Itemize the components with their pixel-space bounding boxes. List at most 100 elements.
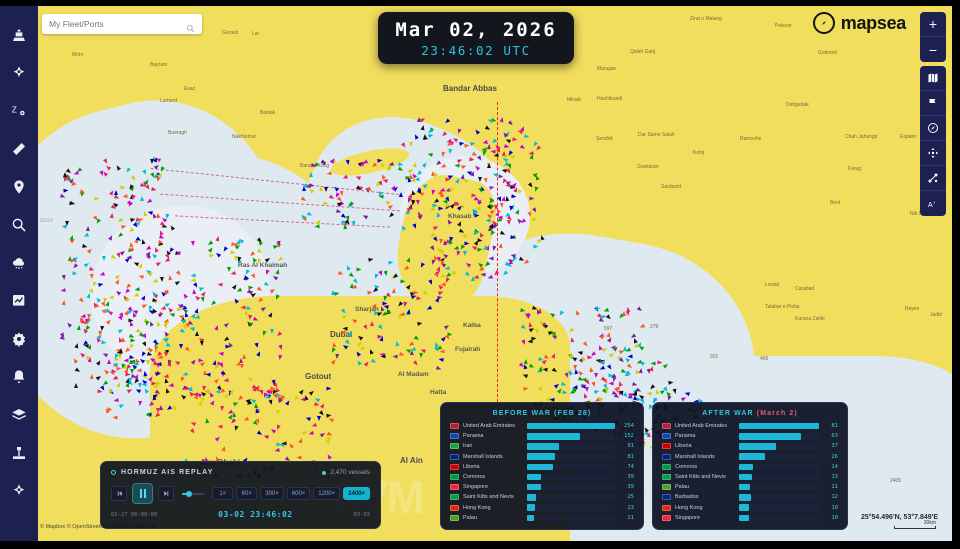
vessel-marker[interactable] [227,267,232,273]
vessel-marker[interactable] [534,145,542,153]
vessel-marker[interactable] [345,159,351,166]
vessel-marker[interactable] [370,321,375,327]
vessel-marker[interactable] [142,210,148,217]
play-pause-button[interactable] [132,483,153,504]
vessel-marker[interactable] [484,125,492,132]
speed-button-1200x[interactable]: 1200× [313,487,341,500]
vessel-marker[interactable] [576,349,583,355]
vessel-marker[interactable] [508,205,514,211]
vessel-marker[interactable] [192,392,198,397]
vessel-marker[interactable] [85,225,90,231]
vessel-marker[interactable] [205,371,211,377]
vessel-marker[interactable] [382,301,388,306]
vessel-marker[interactable] [198,358,204,363]
vessel-marker[interactable] [62,171,67,177]
vessel-marker[interactable] [356,267,362,272]
vessel-marker[interactable] [454,162,460,168]
speed-button-2400x[interactable]: 2400× [343,487,370,500]
vessel-marker[interactable] [456,128,462,135]
vessel-marker[interactable] [300,397,306,402]
fullscreen-button[interactable] [920,141,946,166]
vessel-marker[interactable] [435,365,442,371]
vessel-marker[interactable] [144,320,150,327]
vessel-marker[interactable] [474,213,480,218]
map-canvas[interactable]: Bandar AbbasDubaiAbu DhabiAl AinSharjahR… [0,6,952,541]
vessel-marker[interactable] [104,300,111,307]
vessel-marker[interactable] [219,405,225,411]
vessel-marker[interactable] [120,185,126,191]
zoom-in-button[interactable]: + [920,12,946,37]
vessel-marker[interactable] [399,312,405,317]
vessel-marker[interactable] [140,196,145,202]
vessel-marker[interactable] [524,133,530,139]
sidebar-item-center[interactable] [6,478,32,504]
vessel-marker[interactable] [301,185,307,191]
vessel-marker[interactable] [499,202,505,209]
vessel-marker[interactable] [155,320,161,327]
vessel-marker[interactable] [262,433,269,439]
vessel-marker[interactable] [406,308,411,315]
vessel-marker[interactable] [391,287,397,293]
vessel-marker[interactable] [72,270,78,276]
vessel-marker[interactable] [59,193,66,199]
vessel-marker[interactable] [63,187,69,193]
step-back-button[interactable] [111,486,127,501]
vessel-marker[interactable] [473,128,481,136]
vessel-marker[interactable] [470,275,476,281]
vessel-marker[interactable] [194,331,200,337]
vessel-marker[interactable] [505,183,511,188]
vessel-marker[interactable] [455,250,461,257]
sidebar-item-route[interactable]: Z [6,98,32,124]
vessel-marker[interactable] [448,237,453,243]
vessel-marker[interactable] [136,367,142,373]
vessel-marker[interactable] [169,311,175,317]
speed-button-60x[interactable]: 60× [236,487,258,500]
sidebar-item-search[interactable] [6,212,32,238]
vessel-marker[interactable] [443,203,449,208]
vessel-marker[interactable] [73,382,78,388]
vessel-marker[interactable] [533,244,539,249]
vessel-marker[interactable] [509,154,515,160]
vessel-marker[interactable] [159,277,164,283]
sidebar-item-settings[interactable] [6,326,32,352]
vessel-marker[interactable] [595,306,601,312]
vessel-marker[interactable] [493,153,499,159]
vessel-marker[interactable] [269,328,275,335]
vessel-marker[interactable] [100,340,107,345]
vessel-marker[interactable] [130,369,135,375]
vessel-marker[interactable] [610,345,616,350]
vessel-marker[interactable] [128,318,134,323]
vessel-marker[interactable] [323,201,329,206]
vessel-marker[interactable] [633,395,638,401]
vessel-marker[interactable] [429,206,436,212]
vessel-marker[interactable] [183,324,188,331]
vessel-marker[interactable] [416,199,421,206]
vessel-marker[interactable] [190,273,196,278]
flag-button[interactable] [920,91,946,116]
vessel-marker[interactable] [562,390,568,395]
vessel-marker[interactable] [112,415,118,420]
vessel-marker[interactable] [624,371,629,377]
vessel-marker[interactable] [318,185,323,192]
vessel-marker[interactable] [533,186,539,193]
vessel-marker[interactable] [477,177,482,183]
vessel-marker[interactable] [281,440,287,446]
vessel-marker[interactable] [108,295,114,300]
step-forward-button[interactable] [158,486,174,501]
vessel-marker[interactable] [94,195,100,201]
vessel-marker[interactable] [519,144,527,151]
vessel-marker[interactable] [383,270,388,277]
vessel-marker[interactable] [402,302,407,308]
vessel-marker[interactable] [392,354,398,359]
vessel-marker[interactable] [223,377,229,383]
vessel-marker[interactable] [442,239,447,245]
vessel-marker[interactable] [382,295,388,302]
vessel-marker[interactable] [468,157,475,162]
vessel-marker[interactable] [270,386,276,391]
vessel-marker[interactable] [61,274,67,281]
speed-button-1x[interactable]: 1× [212,487,234,500]
vessel-marker[interactable] [625,306,631,313]
vessel-marker[interactable] [586,355,593,360]
vessel-marker[interactable] [190,240,196,247]
